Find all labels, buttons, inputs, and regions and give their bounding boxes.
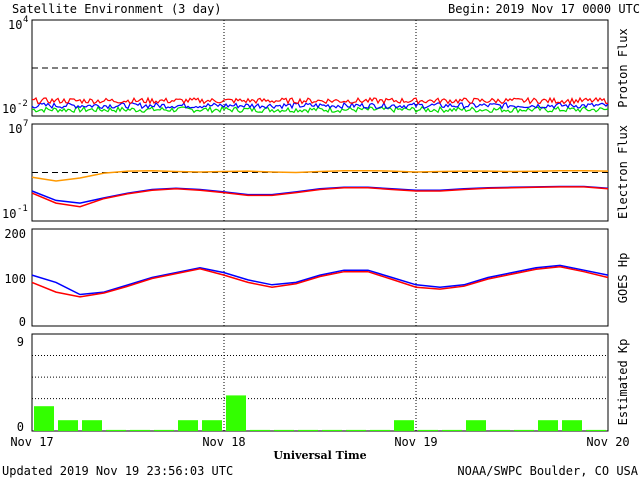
proton-series [31, 96, 609, 114]
kp-panel-frame [31, 333, 609, 432]
hp-ytick-200: 200 [4, 227, 26, 241]
begin-date: 2019 Nov 17 0000 UTC [496, 2, 640, 16]
kp-bar-11 [298, 429, 318, 431]
kp-bar-14 [370, 429, 390, 431]
hp-ytick-100: 100 [4, 272, 26, 286]
kp-bars [34, 395, 606, 431]
kp-bar-10 [274, 429, 294, 431]
kp-bar-6 [178, 420, 198, 431]
goes-hp-ylabel: GOES Hp [616, 253, 630, 304]
kp-bar-23 [586, 429, 606, 431]
proton-series-green [31, 105, 609, 114]
kp-bar-9 [250, 429, 270, 431]
electron-ytick-top-exp: 7 [23, 119, 28, 129]
kp-bar-20 [514, 429, 534, 431]
kp-bar-21 [538, 420, 558, 431]
electron-ytick-top: 10 7 [8, 119, 28, 136]
kp-bar-15 [394, 420, 414, 431]
kp-ytick-9: 9 [17, 335, 24, 349]
proton-ylabel: Proton Flux [616, 28, 630, 107]
goes-hp-panel-frame [31, 228, 609, 327]
electron-ylabel: Electron Flux [616, 125, 630, 219]
kp-bar-5 [154, 429, 174, 431]
goes-hp-series [31, 264, 609, 298]
kp-grid-lines [32, 333, 608, 400]
kp-bar-13 [346, 429, 366, 431]
proton-ytick-top-base: 10 [8, 18, 22, 32]
kp-bar-8 [226, 395, 246, 431]
hp-ytick-0: 0 [19, 315, 26, 329]
kp-bar-2 [82, 420, 102, 431]
kp-bar-17 [442, 429, 462, 431]
proton-ytick-bottom: 10 -2 [2, 99, 28, 116]
proton-ytick-bottom-base: 10 [2, 102, 16, 116]
proton-ytick-bottom-exp: -2 [17, 99, 28, 109]
electron-series-orange [31, 169, 609, 182]
begin-label: Begin: [448, 2, 491, 16]
updated-timestamp: Updated 2019 Nov 19 23:56:03 UTC [2, 464, 233, 478]
electron-ytick-bottom-exp: -1 [17, 204, 28, 214]
kp-ylabel: Estimated Kp [616, 339, 630, 426]
kp-bar-18 [466, 420, 486, 431]
kp-bar-22 [562, 420, 582, 431]
chart-title: Satellite Environment (3 day) [12, 2, 222, 16]
kp-bar-16 [418, 429, 438, 431]
proton-ytick-top-exp: 4 [23, 15, 28, 25]
kp-bar-12 [322, 429, 342, 431]
electron-series-red [31, 186, 609, 208]
kp-bar-3 [106, 429, 126, 431]
proton-series-red [31, 96, 608, 105]
proton-ytick-top: 10 4 [8, 15, 28, 32]
kp-ytick-0: 0 [17, 420, 24, 434]
kp-bar-4 [130, 429, 150, 431]
electron-ytick-bottom-base: 10 [2, 207, 16, 221]
x-axis-label: Universal Time [273, 449, 366, 462]
xtick-nov-17: Nov 17 [10, 435, 53, 449]
xtick-nov-18: Nov 18 [202, 435, 245, 449]
electron-ytick-top-base: 10 [8, 122, 22, 136]
goes-hp-series-blue [31, 264, 609, 296]
proton-panel-frame [31, 19, 609, 117]
xtick-nov-19: Nov 19 [394, 435, 437, 449]
electron-series [31, 169, 609, 208]
kp-bar-19 [490, 429, 510, 431]
day-separator-lines [223, 20, 417, 431]
proton-series-blue [31, 101, 609, 110]
kp-bar-0 [34, 406, 54, 431]
credit-text: NOAA/SWPC Boulder, CO USA [457, 464, 638, 478]
goes-hp-series-red [31, 266, 609, 298]
kp-bar-1 [58, 420, 78, 431]
electron-ytick-bottom: 10 -1 [2, 204, 28, 221]
xtick-nov-20: Nov 20 [586, 435, 629, 449]
kp-bar-7 [202, 420, 222, 431]
